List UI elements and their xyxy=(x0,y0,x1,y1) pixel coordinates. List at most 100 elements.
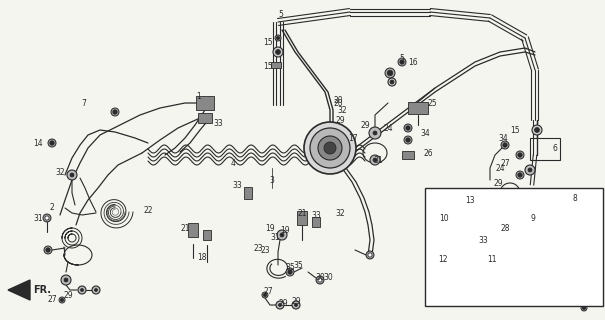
Circle shape xyxy=(583,306,586,310)
Circle shape xyxy=(390,80,394,84)
Circle shape xyxy=(288,270,292,274)
Text: 18: 18 xyxy=(197,252,207,261)
Circle shape xyxy=(113,110,117,114)
Circle shape xyxy=(50,141,54,145)
Circle shape xyxy=(404,136,412,144)
Text: 5: 5 xyxy=(399,53,404,62)
Text: 33: 33 xyxy=(213,118,223,127)
Circle shape xyxy=(278,303,281,307)
Circle shape xyxy=(46,248,50,252)
Circle shape xyxy=(59,297,65,303)
Text: 13: 13 xyxy=(465,196,475,204)
Circle shape xyxy=(388,78,396,86)
Text: 25: 25 xyxy=(427,99,437,108)
Text: 10: 10 xyxy=(439,213,449,222)
Bar xyxy=(530,138,560,160)
Bar xyxy=(312,217,320,227)
Circle shape xyxy=(286,268,294,276)
Circle shape xyxy=(78,286,86,294)
Circle shape xyxy=(276,36,280,40)
Text: 22: 22 xyxy=(143,205,152,214)
Text: 4: 4 xyxy=(231,158,235,167)
Circle shape xyxy=(316,276,324,284)
Circle shape xyxy=(518,173,522,177)
Text: 6: 6 xyxy=(552,143,557,153)
Circle shape xyxy=(43,214,51,222)
Text: 19: 19 xyxy=(280,226,290,235)
Circle shape xyxy=(460,213,463,217)
Bar xyxy=(408,102,428,114)
Text: 20: 20 xyxy=(333,95,343,105)
Text: 35: 35 xyxy=(285,263,295,273)
Circle shape xyxy=(60,298,64,302)
Text: 20: 20 xyxy=(333,99,343,108)
Circle shape xyxy=(368,253,372,257)
Text: 15: 15 xyxy=(263,37,273,46)
Circle shape xyxy=(280,233,284,237)
Text: 32: 32 xyxy=(337,106,347,115)
Circle shape xyxy=(528,220,532,224)
Circle shape xyxy=(532,125,542,135)
Circle shape xyxy=(373,158,377,162)
Circle shape xyxy=(276,301,284,309)
Circle shape xyxy=(516,171,524,179)
Text: 27: 27 xyxy=(263,287,273,297)
Circle shape xyxy=(369,127,381,139)
Circle shape xyxy=(92,286,100,294)
Bar xyxy=(488,227,496,237)
Text: 27: 27 xyxy=(500,158,510,167)
Circle shape xyxy=(111,108,119,116)
Circle shape xyxy=(275,35,281,41)
Circle shape xyxy=(304,122,356,174)
Circle shape xyxy=(488,258,496,266)
Text: 16: 16 xyxy=(408,58,418,67)
Circle shape xyxy=(64,278,68,282)
Text: 14: 14 xyxy=(33,139,43,148)
Text: 3: 3 xyxy=(270,175,275,185)
Text: 33: 33 xyxy=(232,180,242,189)
Text: 29: 29 xyxy=(291,298,301,307)
Bar xyxy=(464,223,472,233)
Circle shape xyxy=(443,258,451,266)
Circle shape xyxy=(525,165,535,175)
Text: 12: 12 xyxy=(438,255,448,265)
Circle shape xyxy=(366,251,374,259)
Bar xyxy=(244,187,252,199)
Circle shape xyxy=(404,124,412,132)
Text: 27: 27 xyxy=(47,295,57,305)
Circle shape xyxy=(263,293,267,297)
Circle shape xyxy=(516,151,524,159)
Circle shape xyxy=(501,141,509,149)
Text: 31: 31 xyxy=(270,233,280,242)
Text: 35: 35 xyxy=(293,260,303,269)
Bar xyxy=(188,223,198,237)
Text: 34: 34 xyxy=(498,133,508,142)
Text: 26: 26 xyxy=(423,148,433,157)
Circle shape xyxy=(503,143,507,147)
Circle shape xyxy=(534,127,540,132)
Text: 24: 24 xyxy=(495,164,505,172)
Circle shape xyxy=(275,50,281,54)
Circle shape xyxy=(292,301,300,309)
Text: 30: 30 xyxy=(323,274,333,283)
Circle shape xyxy=(476,206,480,210)
Circle shape xyxy=(48,139,56,147)
Bar xyxy=(196,96,214,110)
Circle shape xyxy=(310,128,350,168)
Circle shape xyxy=(373,131,377,135)
Circle shape xyxy=(581,305,587,311)
Text: 29: 29 xyxy=(335,116,345,124)
Text: 34: 34 xyxy=(420,129,430,138)
Text: 21: 21 xyxy=(297,209,307,218)
Text: 31: 31 xyxy=(33,213,43,222)
Bar xyxy=(450,225,460,239)
Text: 23: 23 xyxy=(260,245,270,254)
Text: 21: 21 xyxy=(180,223,190,233)
Text: 17: 17 xyxy=(348,133,358,142)
Circle shape xyxy=(387,70,393,76)
Circle shape xyxy=(370,155,380,165)
Text: 33: 33 xyxy=(311,211,321,220)
Text: 19: 19 xyxy=(265,223,275,233)
Circle shape xyxy=(445,260,449,264)
Bar xyxy=(271,62,281,68)
